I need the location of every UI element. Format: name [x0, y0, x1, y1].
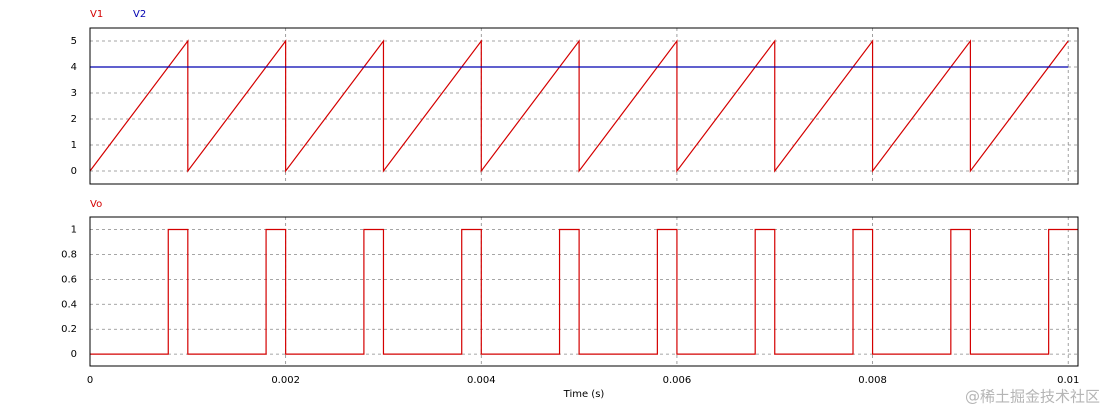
- plot-frame: [89, 27, 1079, 185]
- y-tick-label: 0.2: [61, 324, 77, 335]
- y-tick-label: 2: [71, 114, 77, 125]
- y-tick-label: 0.8: [61, 249, 77, 260]
- y-tick-label: 0.6: [61, 274, 77, 285]
- y-tick-label: 0.4: [61, 299, 77, 310]
- legend-label: Vo: [90, 199, 102, 210]
- x-tick-label: 0.004: [467, 375, 496, 386]
- y-tick-label: 1: [71, 224, 77, 235]
- legend-label: V2: [133, 9, 146, 20]
- x-tick-label: 0.01: [1057, 375, 1079, 386]
- series-line: [89, 39, 1069, 173]
- series-line: [90, 228, 1078, 355]
- y-tick-label: 0: [71, 349, 77, 360]
- x-tick-label: 0.002: [271, 375, 300, 386]
- y-tick-label: 1: [71, 140, 77, 151]
- y-tick-label: 4: [71, 62, 77, 73]
- y-tick-label: 0: [71, 166, 77, 177]
- x-tick-label: 0: [87, 375, 93, 386]
- y-tick-label: 3: [71, 88, 77, 99]
- x-tick-label: 0.008: [858, 375, 887, 386]
- y-tick-label: 5: [71, 36, 77, 47]
- x-tick-label: 0.006: [663, 375, 692, 386]
- plot-frame: [89, 216, 1079, 367]
- watermark: @稀土掘金技术社区: [965, 388, 1100, 406]
- legend-label: V1: [90, 9, 103, 20]
- x-axis-label: Time (s): [563, 389, 605, 400]
